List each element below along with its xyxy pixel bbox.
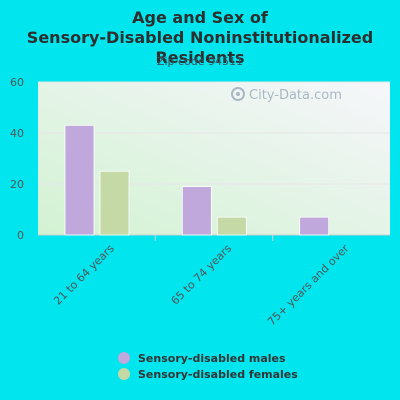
x-tick-label: 21 to 64 years [51, 242, 117, 308]
bar-females[interactable] [99, 170, 130, 236]
legend-swatch-females [118, 368, 130, 380]
y-tick-label: 60 [10, 76, 24, 89]
legend-item-males: Sensory-disabled males [118, 350, 298, 366]
y-tick-label: 40 [10, 127, 24, 140]
legend-label-females: Sensory-disabled females [138, 367, 298, 381]
legend-swatch-males [118, 352, 130, 364]
watermark: City-Data.com [231, 87, 342, 103]
y-tick-label: 0 [17, 229, 24, 242]
x-tick-label: 65 to 74 years [168, 242, 234, 308]
plot-background [38, 82, 390, 235]
bar-males[interactable] [299, 216, 330, 236]
legend-label-males: Sensory-disabled males [138, 351, 286, 365]
bar-females[interactable] [216, 216, 247, 236]
bar-males[interactable] [64, 124, 95, 236]
legend-item-females: Sensory-disabled females [118, 366, 298, 382]
legend: Sensory-disabled males Sensory-disabled … [118, 350, 298, 382]
bar-males[interactable] [181, 186, 212, 236]
chart-title: Age and Sex of Sensory-Disabled Noninstit… [26, 8, 374, 67]
y-tick-label: 20 [10, 178, 24, 191]
chart-subtitle: Zip code 94511 [156, 55, 244, 68]
watermark-text: City-Data.com [249, 88, 342, 103]
x-tick-label: 75+ years and over [265, 242, 352, 329]
